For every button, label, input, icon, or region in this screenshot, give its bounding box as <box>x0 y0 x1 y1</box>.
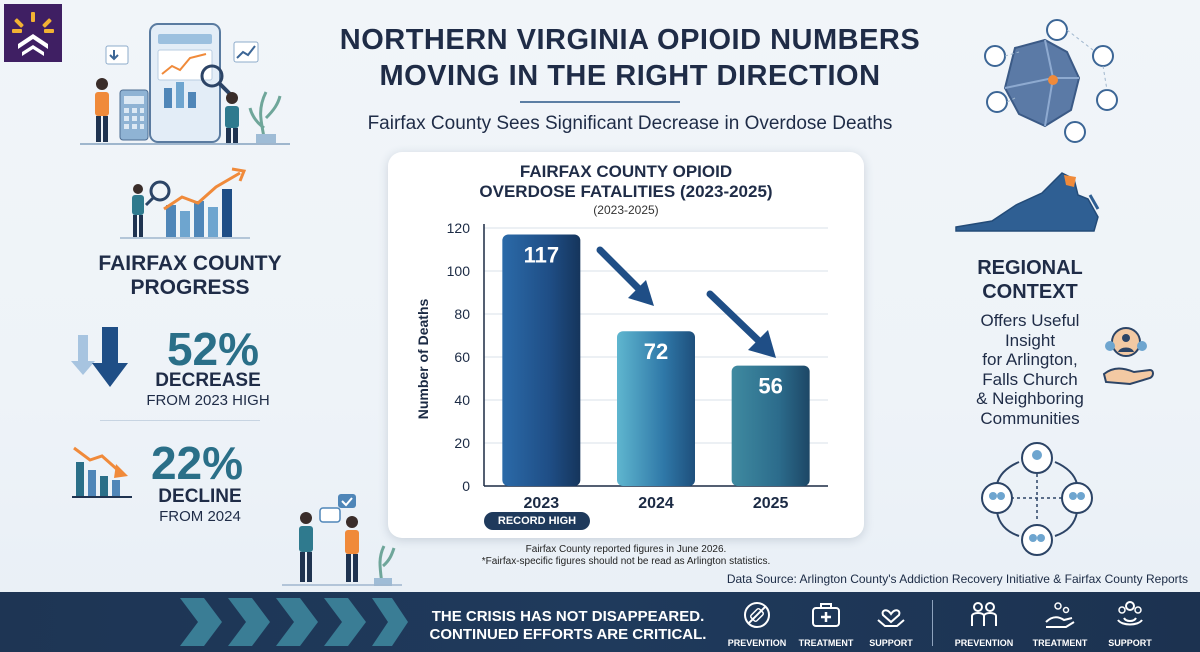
chart-footnote: Fairfax County reported figures in June … <box>388 544 864 568</box>
bar-chart: 0 20 40 60 80 100 120 Number of Deaths 117 72 56… <box>415 220 828 512</box>
stat-decrease-text: DECREASE FROM 2023 HIGH <box>110 370 306 410</box>
progress-heading-line-2: PROGRESS <box>130 276 250 299</box>
title-divider <box>520 101 680 103</box>
chart-bars: 117 72 56 <box>502 234 810 486</box>
prevention-people-icon <box>971 602 997 626</box>
stat-decrease-percent: 52% <box>166 323 260 375</box>
data-source: Data Source: Arlington County's Addictio… <box>726 572 1188 586</box>
y-tick-60: 60 <box>454 349 470 365</box>
trend-arrow-head-2023-2024 <box>628 280 654 306</box>
trend-arrow-2024-2025 <box>706 290 764 346</box>
community-network-icon <box>981 442 1093 556</box>
footnote-line-1: Fairfax County reported figures in June … <box>525 544 727 555</box>
virginia-map-icon <box>955 172 1100 232</box>
regional-text-line-6: Communities <box>980 408 1080 428</box>
stat-decrease-word: DECREASE <box>155 370 261 391</box>
x-tick-labels: 2023 2024 2025 <box>524 495 789 512</box>
regional-text-line-1: Offers Useful <box>980 311 1080 330</box>
analytics-illustration <box>80 23 290 145</box>
y-tick-120: 120 <box>447 220 471 236</box>
stat-divider <box>100 420 260 421</box>
trend-arrows <box>596 246 776 358</box>
banner-label-treatment-1: TREATMENT <box>798 638 854 648</box>
y-tick-40: 40 <box>454 392 470 408</box>
regional-context-heading: REGIONAL CONTEXT <box>955 256 1105 304</box>
banner-label-prevention-1: PREVENTION <box>727 638 787 648</box>
progress-heading: FAIRFAX COUNTY PROGRESS <box>70 252 310 300</box>
treatment-hand-icon <box>1045 602 1075 628</box>
banner-message: THE CRISIS HAS NOT DISAPPEARED. CONTINUE… <box>408 608 728 644</box>
chart-title-line-2: OVERDOSE FATALITIES (2023-2025) <box>479 182 773 201</box>
regional-text-line-4: Falls Church <box>982 369 1078 389</box>
x-tick-2024: 2024 <box>638 495 674 512</box>
regional-text-line-2: Insight <box>1004 330 1056 350</box>
chart-subtitle: (2023-2025) <box>593 203 659 217</box>
bar-2023 <box>502 234 581 486</box>
banner-label-prevention-2: PREVENTION <box>954 638 1014 648</box>
bar-2024 <box>617 331 695 486</box>
stat-decline-sub: FROM 2024 <box>159 508 241 525</box>
bar-label-2023: 117 <box>524 242 560 267</box>
page-subtitle: Fairfax County Sees Significant Decrease… <box>367 113 893 134</box>
chart-title-line-1: FAIRFAX COUNTY OPIOID <box>519 162 733 181</box>
banner-separator <box>932 600 933 646</box>
x-tick-2023: 2023 <box>524 495 560 512</box>
bar-label-2025: 56 <box>758 374 782 399</box>
treatment-icon <box>812 603 840 627</box>
regional-map-network-icon <box>984 19 1118 143</box>
x-tick-2025: 2025 <box>753 495 789 512</box>
y-tick-100: 100 <box>447 263 471 279</box>
people-discussion-illustration <box>282 494 402 586</box>
sun-chevron-logo-icon <box>12 12 54 56</box>
y-tick-labels: 0 20 40 60 80 100 120 <box>447 220 471 494</box>
prevention-icon <box>744 602 770 628</box>
chart-title: FAIRFAX COUNTY OPIOID OVERDOSE FATALITIE… <box>388 162 864 202</box>
y-tick-0: 0 <box>462 478 470 494</box>
banner-label-support-2: SUPPORT <box>1108 638 1152 648</box>
declining-bar-chart-icon <box>72 446 132 498</box>
regional-text-line-5: & Neighboring <box>976 389 1084 408</box>
record-high-badge: RECORD HIGH <box>484 512 590 530</box>
growth-chart-illustration <box>120 167 250 239</box>
stat-decrease: 52% <box>138 326 288 372</box>
y-axis-label: Number of Deaths <box>415 299 431 420</box>
chevron-pattern-icon <box>180 598 408 646</box>
regional-heading-line-1: REGIONAL <box>977 257 1083 279</box>
banner-label-treatment-2: TREATMENT <box>1032 638 1088 648</box>
regional-text-line-3: for Arlington, <box>982 350 1078 369</box>
trend-arrow-head-2024-2025 <box>748 330 776 358</box>
y-tick-20: 20 <box>454 435 470 451</box>
trend-arrow-2023-2024 <box>596 246 644 294</box>
community-hand-icon <box>1102 327 1154 386</box>
page-title: NORTHERN VIRGINIA OPIOID NUMBERS MOVING … <box>300 22 960 94</box>
regional-context-text: Offers Useful Insight for Arlington, Fal… <box>950 311 1110 428</box>
title-line-2: MOVING IN THE RIGHT DIRECTION <box>379 60 881 92</box>
stat-decrease-sub: FROM 2023 HIGH <box>146 392 270 409</box>
title-line-1: NORTHERN VIRGINIA OPIOID NUMBERS <box>339 24 921 56</box>
footnote-line-2: *Fairfax-specific figures should not be … <box>481 556 771 567</box>
stat-decline: 22% <box>122 440 272 486</box>
regional-heading-line-2: CONTEXT <box>982 281 1078 303</box>
banner-line-2: CONTINUED EFFORTS ARE CRITICAL. <box>429 626 707 643</box>
support-hands-icon <box>1117 601 1143 626</box>
progress-heading-line-1: FAIRFAX COUNTY <box>98 252 282 275</box>
stat-decline-text: DECLINE FROM 2024 <box>100 486 300 526</box>
logo <box>4 4 62 62</box>
stat-decline-word: DECLINE <box>158 486 242 507</box>
support-icon <box>877 609 905 627</box>
bar-label-2024: 72 <box>644 339 668 364</box>
y-tick-80: 80 <box>454 306 470 322</box>
down-arrows-icon <box>71 327 128 387</box>
banner-label-support-1: SUPPORT <box>869 638 913 648</box>
stat-decline-percent: 22% <box>150 437 244 489</box>
banner-line-1: THE CRISIS HAS NOT DISAPPEARED. <box>431 608 705 625</box>
bar-2025 <box>731 365 810 486</box>
